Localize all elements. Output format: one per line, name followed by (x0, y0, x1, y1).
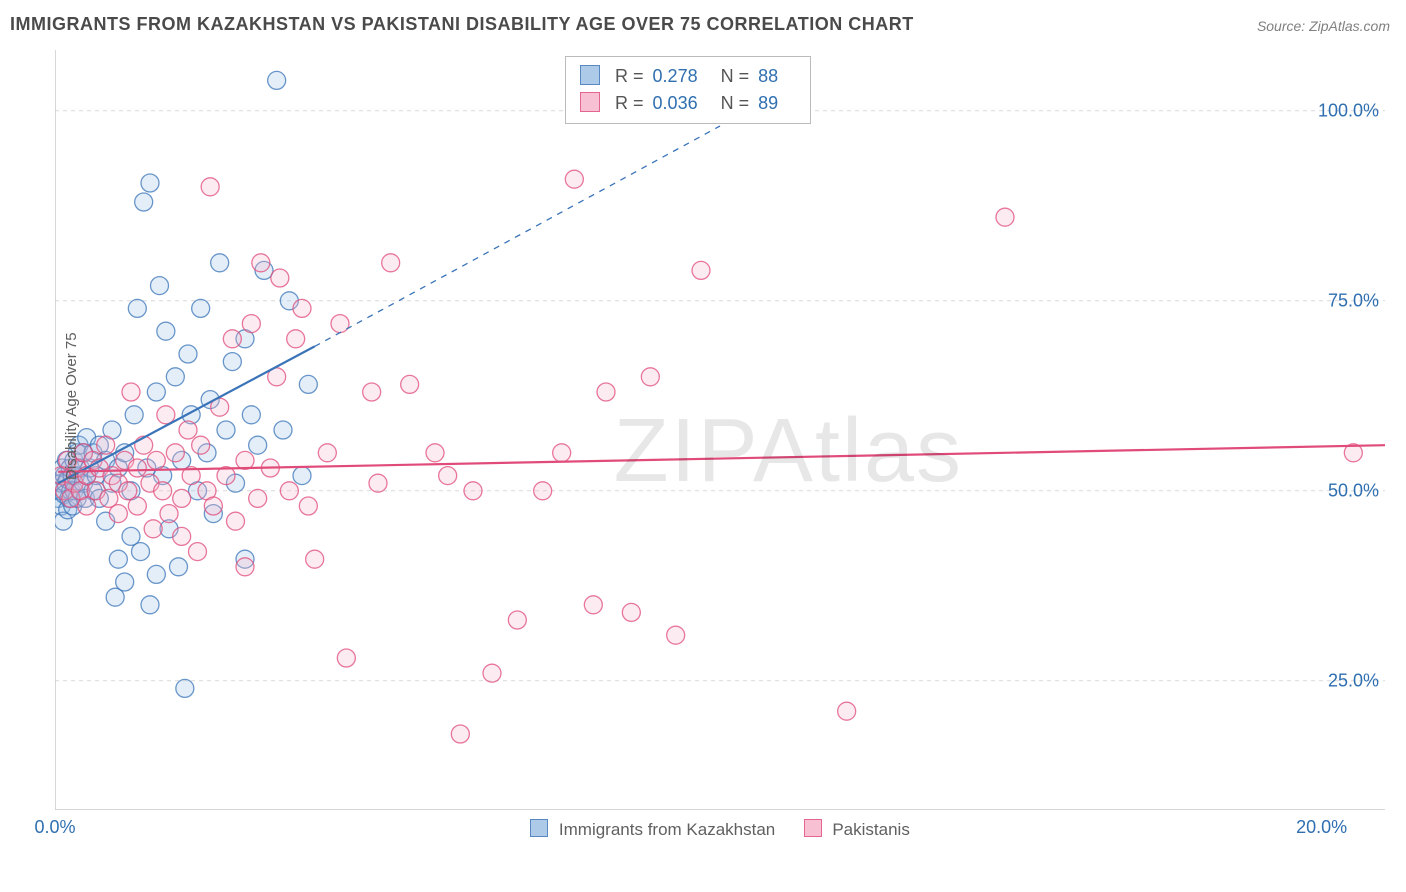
legend-swatch-blue-bottom (530, 819, 548, 837)
x-tick-label: 0.0% (34, 817, 75, 838)
corr-row-pink: R = 0.036 N = 89 (580, 90, 796, 117)
y-tick-label: 100.0% (1318, 100, 1379, 121)
corr-row-blue: R = 0.278 N = 88 (580, 63, 796, 90)
r-value-blue: 0.278 (653, 66, 698, 86)
source-attribution: Source: ZipAtlas.com (1257, 18, 1390, 34)
r-label: R = (615, 66, 644, 86)
correlation-legend-box: R = 0.278 N = 88 R = 0.036 N = 89 (565, 56, 811, 124)
source-value: ZipAtlas.com (1309, 18, 1390, 34)
legend-label-blue: Immigrants from Kazakhstan (559, 820, 775, 839)
source-label: Source: (1257, 18, 1309, 34)
y-axis-label: Disability Age Over 75 (63, 332, 80, 480)
x-tick-label: 20.0% (1296, 817, 1347, 838)
legend-label-pink: Pakistanis (832, 820, 909, 839)
scatter-plot-area: Disability Age Over 75 ZIPAtlas R = 0.27… (55, 50, 1385, 810)
legend-swatch-blue (580, 65, 600, 85)
y-tick-label: 25.0% (1328, 670, 1379, 691)
scatter-plot-svg (55, 50, 1385, 810)
y-tick-label: 50.0% (1328, 480, 1379, 501)
chart-title: IMMIGRANTS FROM KAZAKHSTAN VS PAKISTANI … (10, 14, 1396, 35)
legend-swatch-pink-bottom (804, 819, 822, 837)
n-label: N = (721, 93, 750, 113)
n-value-pink: 89 (758, 93, 778, 113)
bottom-legend: Immigrants from Kazakhstan Pakistanis (55, 819, 1385, 840)
y-tick-label: 75.0% (1328, 290, 1379, 311)
r-label: R = (615, 93, 644, 113)
r-value-pink: 0.036 (653, 93, 698, 113)
n-value-blue: 88 (758, 66, 778, 86)
n-label: N = (721, 66, 750, 86)
legend-swatch-pink (580, 92, 600, 112)
